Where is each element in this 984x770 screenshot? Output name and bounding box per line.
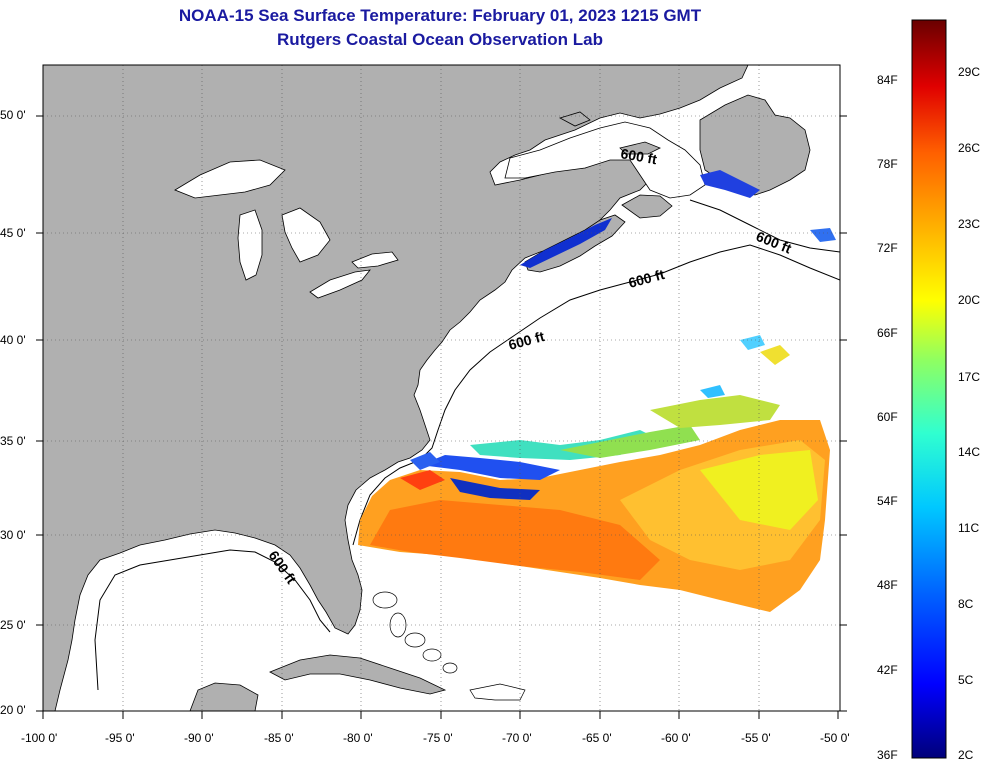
lon-label: -60 0' [661, 731, 691, 745]
st-lawrence-gulf [504, 121, 706, 199]
colorbar-f-label: 60F [877, 410, 898, 424]
colorbar-c-label: 26C [958, 141, 981, 155]
lon-label: -65 0' [582, 731, 612, 745]
cuba [269, 654, 447, 695]
lat-label: 45 0' [0, 226, 26, 240]
lake-superior [174, 159, 286, 199]
lon-label: -70 0' [502, 731, 532, 745]
lake-huron [281, 207, 331, 263]
cape-breton [621, 194, 673, 219]
colorbar-c-label: 11C [958, 521, 980, 535]
colorbar-c-label: 29C [958, 65, 981, 79]
lake-erie [309, 269, 371, 299]
colorbar-c-label: 8C [958, 597, 974, 611]
lon-label: -50 0' [820, 731, 850, 745]
axis-ticks [36, 115, 847, 719]
map-title: NOAA-15 Sea Surface Temperature: Februar… [178, 6, 702, 25]
upper-600ft-contour [689, 199, 840, 253]
colorbar-f-label: 72F [877, 241, 898, 255]
colorbar-f-label: 84F [877, 73, 898, 87]
colorbar-c-label: 5C [958, 673, 974, 687]
colorbar-f-label: 66F [877, 326, 898, 340]
colorbar [911, 19, 947, 759]
sst-swath [358, 335, 830, 612]
hudson-region-island [558, 111, 591, 127]
hispaniola [469, 683, 526, 701]
yucatan [189, 682, 259, 711]
gulf-shelf-contour [94, 549, 331, 691]
lat-label: 35 0' [0, 434, 26, 448]
colorbar-f-label: 42F [877, 663, 898, 677]
lat-label: 20 0' [0, 703, 26, 717]
colorbar-f-label: 48F [877, 578, 898, 592]
atlantic-600ft-contour [352, 244, 840, 546]
lon-label: -75 0' [423, 731, 453, 745]
map-subtitle: Rutgers Coastal Ocean Observation Lab [277, 30, 603, 49]
north-america-land [43, 65, 749, 711]
lat-label: 40 0' [0, 333, 26, 347]
lon-label: -95 0' [105, 731, 135, 745]
lat-label: 30 0' [0, 528, 26, 542]
lon-label: -80 0' [343, 731, 373, 745]
colorbar-c-label: 17C [958, 370, 981, 384]
colorbar-f-label: 78F [877, 157, 898, 171]
lon-label: -90 0' [184, 731, 214, 745]
anticosti-island [619, 141, 661, 155]
contour-label: 600 ft [619, 145, 658, 167]
colorbar-c-label: 20C [958, 293, 981, 307]
lon-label: -85 0' [264, 731, 294, 745]
colorbar-f-label: 54F [877, 494, 898, 508]
lake-ontario [351, 251, 399, 269]
colorbar-f-label: 36F [877, 748, 898, 762]
grid-lines [43, 65, 840, 711]
cold-sst-patches [520, 170, 836, 268]
lat-label: 50 0' [0, 108, 26, 122]
lon-label: -100 0' [21, 731, 58, 745]
colorbar-c-label: 23C [958, 217, 981, 231]
lake-michigan [237, 209, 263, 281]
colorbar-c-label: 2C [958, 748, 974, 762]
lat-label: 25 0' [0, 618, 26, 632]
bahamas [372, 591, 458, 674]
lon-label: -55 0' [741, 731, 771, 745]
colorbar-c-label: 14C [958, 445, 981, 459]
